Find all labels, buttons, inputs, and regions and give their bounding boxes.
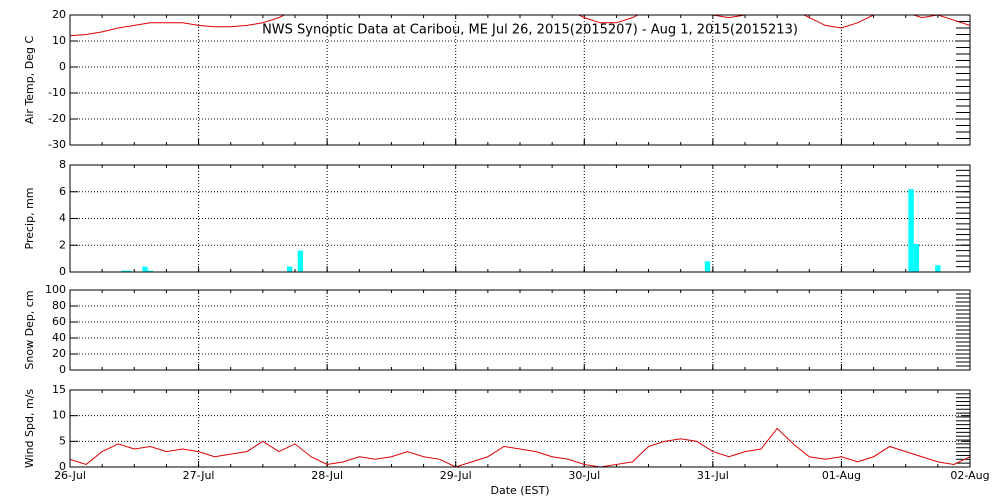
y-axis-label: Snow Dep, cm bbox=[23, 290, 36, 369]
y-tick-label: 0 bbox=[59, 265, 66, 278]
y-tick-label: 60 bbox=[52, 315, 66, 328]
y-axis-label: Precip, mm bbox=[23, 188, 36, 250]
y-tick-label: 100 bbox=[45, 283, 66, 296]
x-tick-label: 28-Jul bbox=[311, 469, 343, 482]
y-tick-label: -20 bbox=[48, 112, 66, 125]
x-tick-label: 27-Jul bbox=[183, 469, 215, 482]
y-tick-label: -10 bbox=[48, 86, 66, 99]
frame bbox=[69, 14, 971, 146]
x-tick-label: 29-Jul bbox=[440, 469, 472, 482]
bar bbox=[704, 261, 711, 272]
x-tick-label: 31-Jul bbox=[697, 469, 729, 482]
y-tick-label: 8 bbox=[59, 158, 66, 171]
frame bbox=[69, 289, 971, 371]
y-tick-label: 0 bbox=[59, 60, 66, 73]
plot-area bbox=[70, 15, 970, 37]
y-tick-label: 2 bbox=[59, 238, 66, 251]
bar bbox=[126, 270, 132, 272]
bar bbox=[913, 243, 920, 272]
x-axis-label: Date (EST) bbox=[490, 484, 549, 497]
x-tick-label: 26-Jul bbox=[54, 469, 86, 482]
y-tick-label: 6 bbox=[59, 185, 66, 198]
y-tick-label: 10 bbox=[52, 34, 66, 47]
plot-area bbox=[120, 189, 941, 272]
y-tick-label: 4 bbox=[59, 212, 66, 225]
plot-area bbox=[70, 427, 970, 467]
y-tick-label: 40 bbox=[52, 331, 66, 344]
x-tick-label: 01-Aug bbox=[822, 469, 861, 482]
bar bbox=[908, 189, 914, 272]
bar bbox=[286, 266, 293, 272]
bar bbox=[297, 250, 304, 272]
line bbox=[70, 427, 970, 467]
y-tick-label: 20 bbox=[52, 8, 66, 21]
y-tick-label: 0 bbox=[59, 363, 66, 376]
frame bbox=[69, 164, 971, 273]
y-axis-label: Wind Spd, m/s bbox=[23, 389, 36, 469]
y-tick-label: 15 bbox=[52, 383, 66, 396]
x-tick-label: 30-Jul bbox=[568, 469, 600, 482]
line bbox=[70, 15, 970, 37]
frame bbox=[69, 389, 971, 468]
y-tick-label: 20 bbox=[52, 347, 66, 360]
y-tick-label: 0 bbox=[59, 460, 66, 473]
x-tick-label: 02-Aug bbox=[950, 469, 989, 482]
bar bbox=[142, 266, 148, 272]
bar bbox=[935, 265, 941, 272]
y-tick-label: 80 bbox=[52, 299, 66, 312]
chart-title: NWS Synoptic Data at Caribou, ME Jul 26,… bbox=[262, 23, 798, 38]
bar bbox=[147, 270, 154, 272]
y-tick-label: 10 bbox=[52, 409, 66, 422]
y-tick-label: -30 bbox=[48, 138, 66, 151]
bar bbox=[120, 270, 127, 272]
y-axis-label: Air Temp, Deg C bbox=[23, 36, 36, 125]
y-tick-label: 5 bbox=[59, 434, 66, 447]
